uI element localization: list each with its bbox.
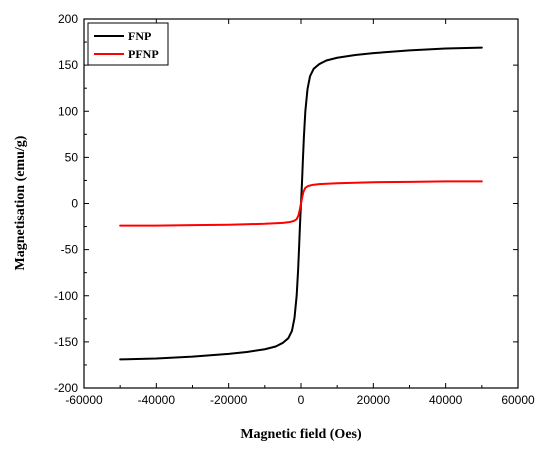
y-tick-label: 50 [65, 150, 79, 164]
y-tick-label: 150 [58, 58, 78, 72]
y-tick-label: -150 [54, 335, 78, 349]
x-tick-label: 20000 [357, 393, 391, 407]
y-tick-label: -50 [61, 243, 79, 257]
legend: FNP PFNP [87, 22, 169, 66]
y-tick-label: 200 [58, 12, 78, 26]
x-axis-title: Magnetic field (Oes) [240, 427, 362, 442]
series-layer [119, 46, 483, 361]
series-line-pfnp [119, 180, 483, 227]
y-tick-label: -100 [54, 289, 78, 303]
x-tick-label: -40000 [138, 393, 176, 407]
x-tick-label: 0 [298, 393, 305, 407]
axis-tick-labels: -60000 -40000 -20000 0 20000 40000 60000 -200 -1… [54, 12, 535, 407]
axis-ticks [83, 18, 519, 389]
y-tick-label: -200 [54, 381, 78, 395]
x-tick-label: -20000 [210, 393, 248, 407]
x-tick-label: -60000 [65, 393, 103, 407]
legend-box [87, 22, 169, 66]
legend-label-fnp: FNP [128, 29, 151, 43]
y-axis-title: Magnetisation (emu/g) [13, 135, 28, 270]
y-tick-label: 0 [71, 197, 78, 211]
y-tick-label: 100 [58, 104, 78, 118]
legend-label-pfnp: PFNP [128, 47, 159, 61]
x-tick-label: 40000 [429, 393, 463, 407]
x-tick-label: 60000 [501, 393, 535, 407]
